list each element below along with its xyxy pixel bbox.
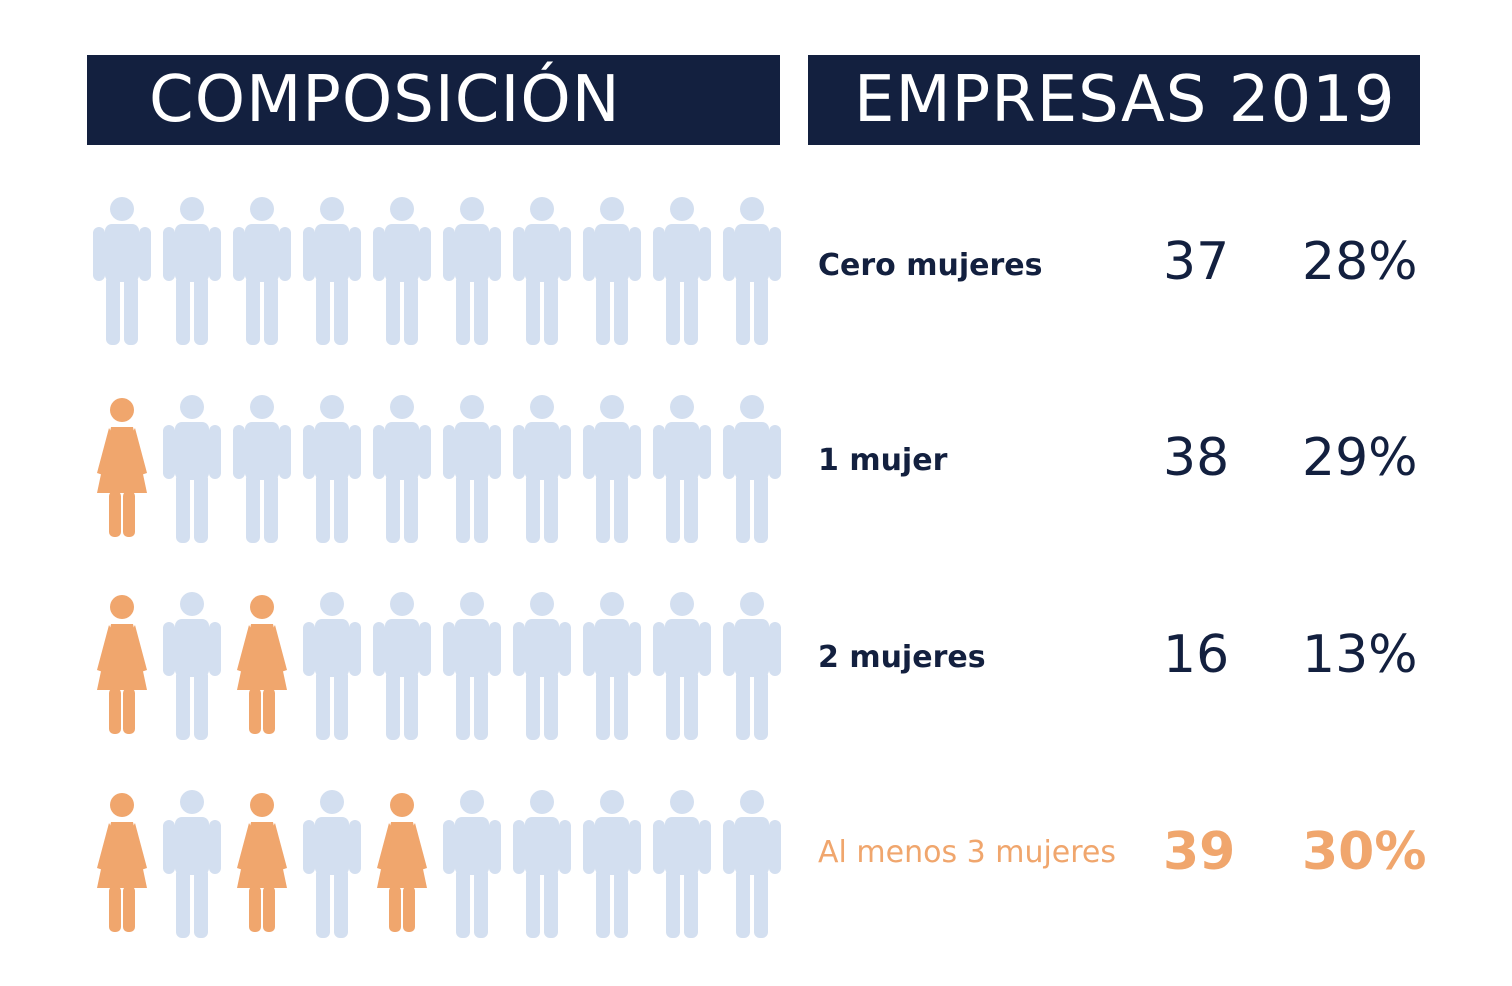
man-icon <box>157 195 227 345</box>
man-icon <box>717 788 787 938</box>
row-label: 1 mujer <box>818 443 948 478</box>
man-icon <box>297 393 367 543</box>
man-icon <box>577 195 647 345</box>
table-row: 2 mujeres 16 13% <box>0 0 1512 740</box>
man-icon <box>717 590 787 740</box>
man-icon <box>647 788 717 938</box>
table-row: Cero mujeres 37 28% <box>0 0 1512 345</box>
man-icon <box>367 393 437 543</box>
man-icon <box>157 393 227 543</box>
row-count: 37 <box>1163 232 1230 292</box>
man-icon <box>717 393 787 543</box>
table-row: 1 mujer 38 29% <box>0 0 1512 543</box>
man-icon <box>297 195 367 345</box>
woman-icon <box>87 590 157 740</box>
empresas-2019-title: EMPRESAS 2019 <box>808 55 1420 145</box>
row-count: 38 <box>1163 428 1230 488</box>
table-row: Al menos 3 mujeres 39 30% <box>0 0 1512 938</box>
man-icon <box>437 393 507 543</box>
figure-row <box>87 393 787 543</box>
man-icon <box>437 788 507 938</box>
row-label: Al menos 3 mujeres <box>818 835 1117 870</box>
row-count: 39 <box>1163 822 1236 882</box>
man-icon <box>297 788 367 938</box>
woman-icon <box>87 393 157 543</box>
man-icon <box>227 393 297 543</box>
man-icon <box>647 195 717 345</box>
man-icon <box>437 590 507 740</box>
row-percent: 13% <box>1302 625 1418 685</box>
row-percent: 29% <box>1302 428 1418 488</box>
figure-row <box>87 195 787 345</box>
row-percent: 28% <box>1302 232 1418 292</box>
man-icon <box>577 590 647 740</box>
man-icon <box>577 393 647 543</box>
figure-row <box>87 590 787 740</box>
man-icon <box>297 590 367 740</box>
woman-icon <box>227 590 297 740</box>
man-icon <box>647 590 717 740</box>
man-icon <box>717 195 787 345</box>
man-icon <box>157 590 227 740</box>
row-percent: 30% <box>1302 822 1427 882</box>
man-icon <box>87 195 157 345</box>
figure-row <box>87 788 787 938</box>
woman-icon <box>227 788 297 938</box>
row-count: 16 <box>1163 625 1230 685</box>
man-icon <box>507 788 577 938</box>
man-icon <box>437 195 507 345</box>
man-icon <box>647 393 717 543</box>
row-label: 2 mujeres <box>818 640 986 675</box>
man-icon <box>367 195 437 345</box>
man-icon <box>507 590 577 740</box>
man-icon <box>157 788 227 938</box>
composicion-title: COMPOSICIÓN <box>87 55 780 145</box>
man-icon <box>227 195 297 345</box>
man-icon <box>507 195 577 345</box>
row-label: Cero mujeres <box>818 248 1043 283</box>
man-icon <box>507 393 577 543</box>
woman-icon <box>87 788 157 938</box>
man-icon <box>367 590 437 740</box>
woman-icon <box>367 788 437 938</box>
man-icon <box>577 788 647 938</box>
